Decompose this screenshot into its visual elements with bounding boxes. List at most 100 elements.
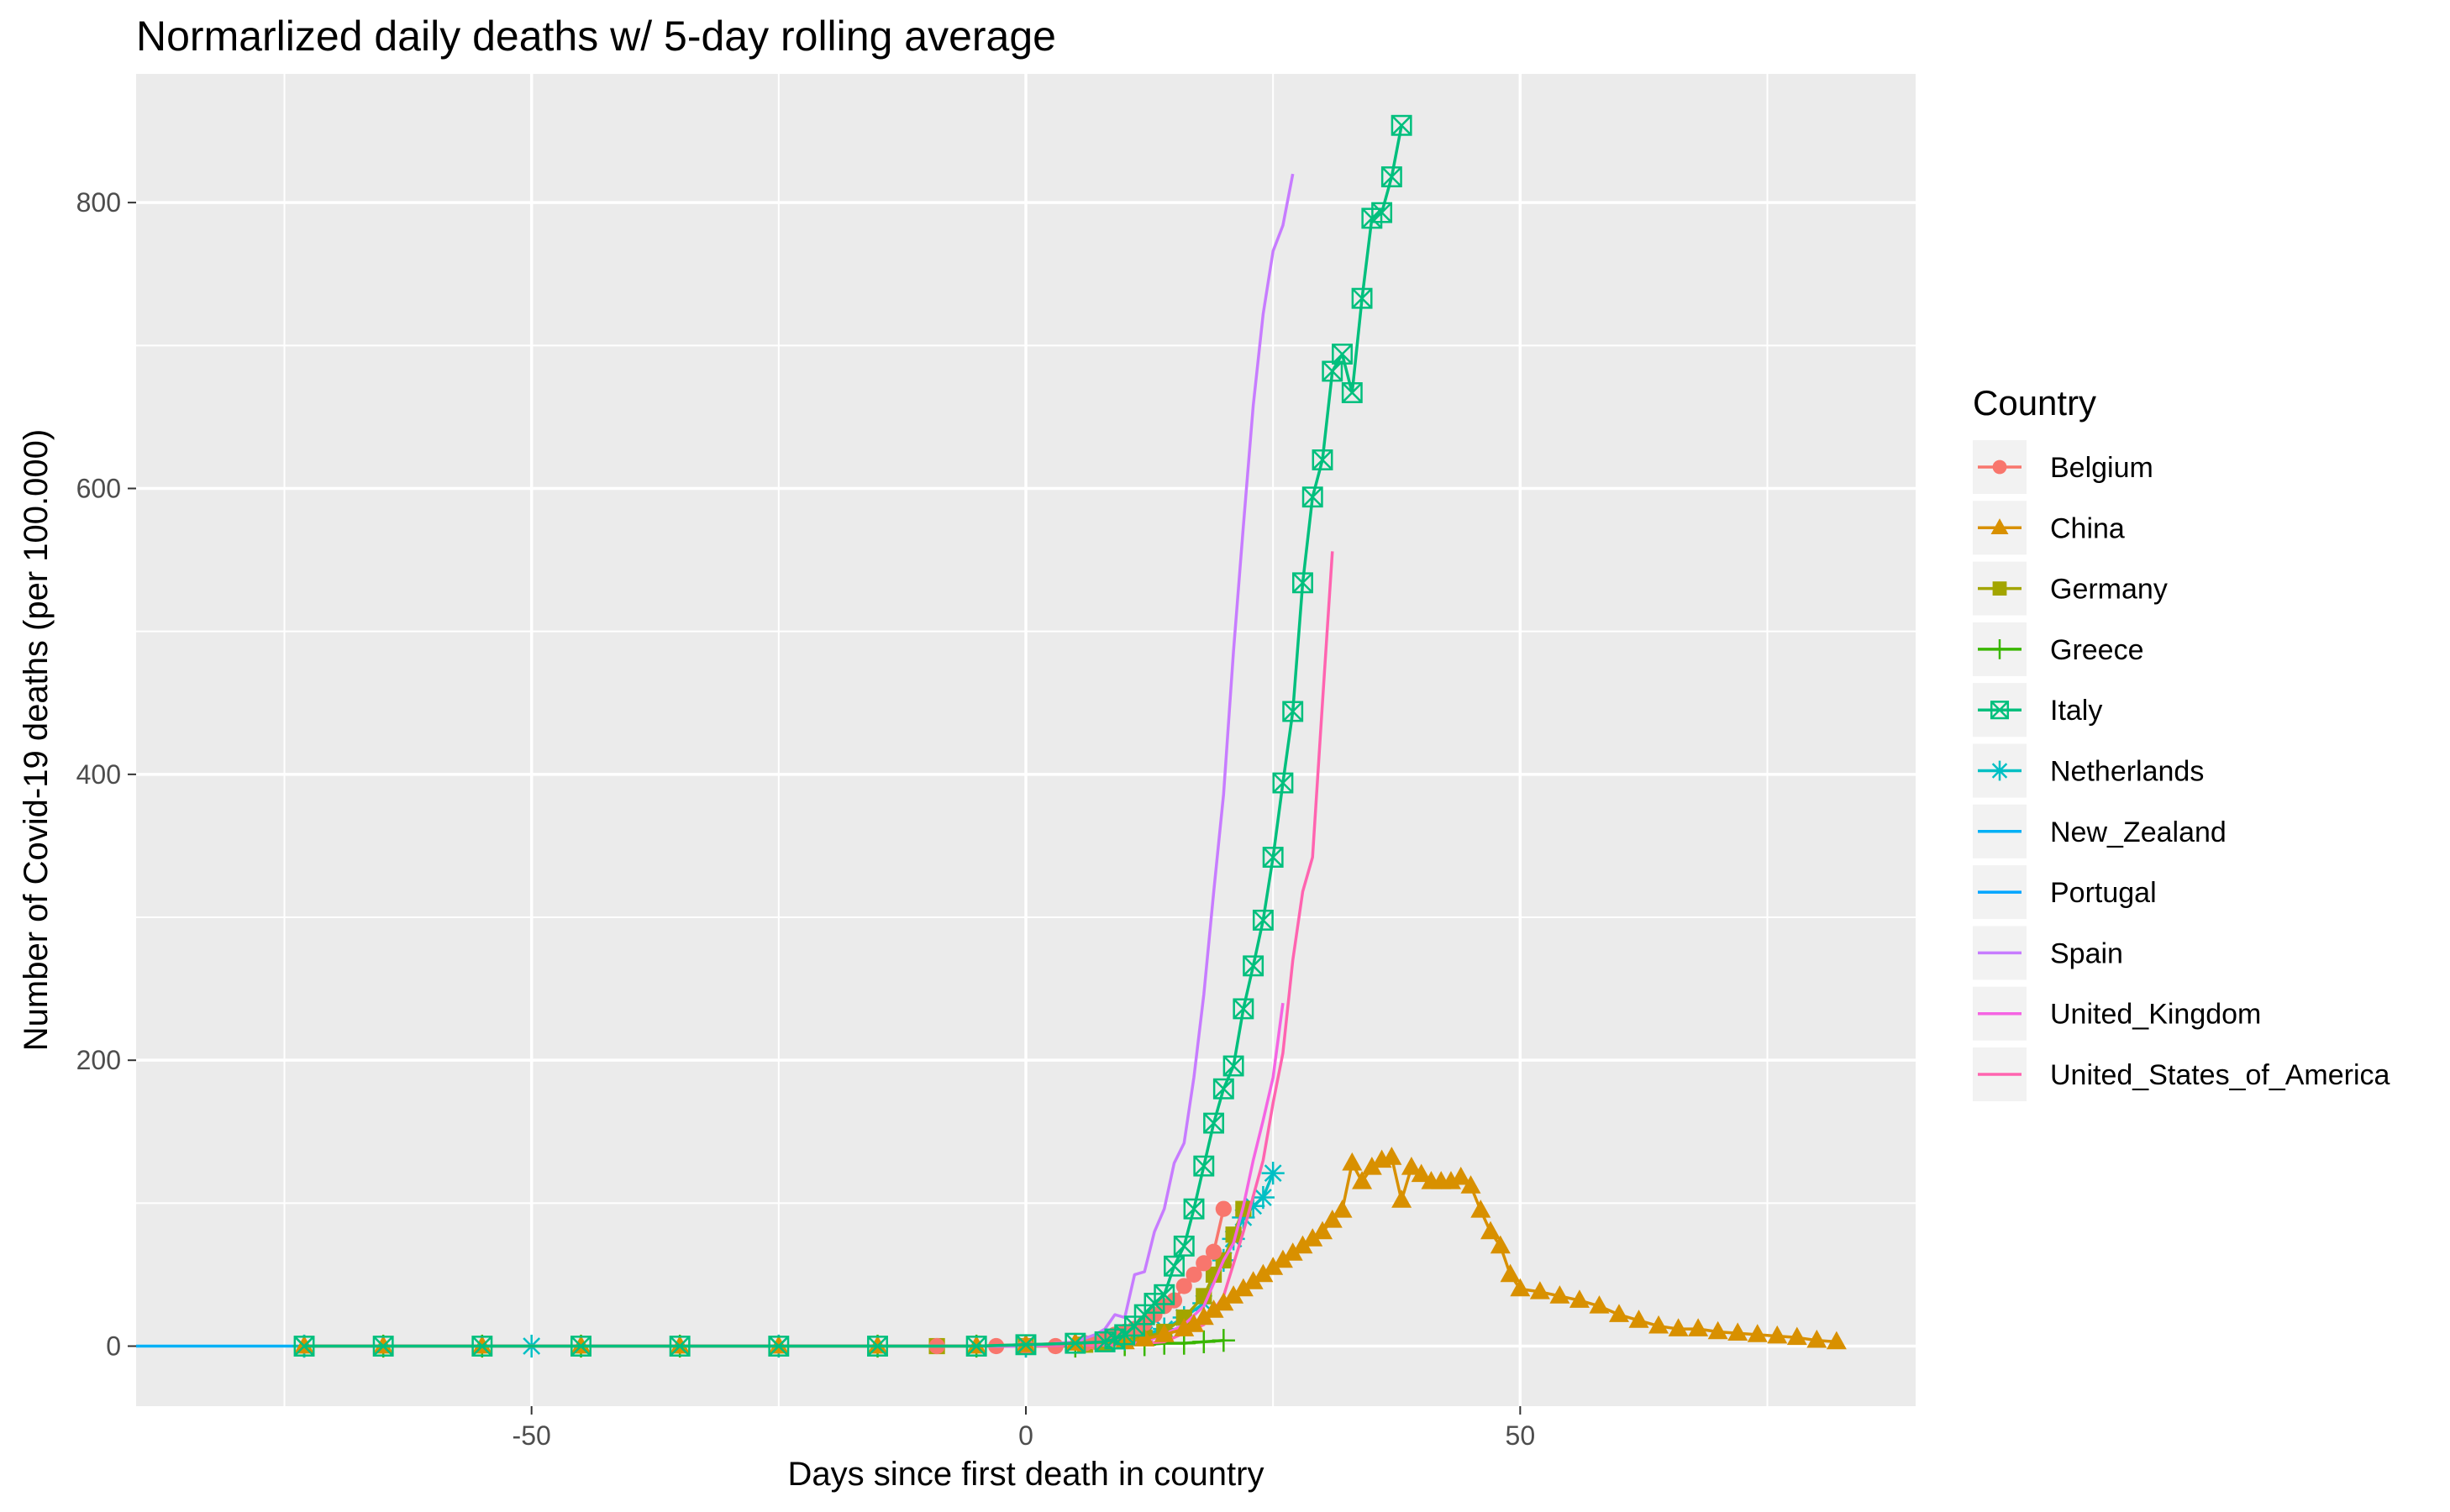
data-point: [1727, 1322, 1748, 1341]
data-point-box: [1193, 1155, 1215, 1177]
legend-label: New_Zealand: [2050, 816, 2227, 848]
legend-item-italy: Italy: [1973, 683, 2102, 738]
data-point: [1322, 1209, 1343, 1228]
data-point-box: [1282, 701, 1304, 722]
data-point-box: [1380, 166, 1402, 187]
data-point-box: [1203, 1112, 1225, 1134]
data-point-stroke: [1264, 1164, 1282, 1183]
data-point-stroke: [768, 1336, 789, 1357]
data-point: [1154, 1324, 1175, 1342]
data-point: [1233, 998, 1254, 1020]
data-point: [768, 1336, 790, 1357]
data-point: [1215, 1200, 1232, 1217]
data-point: [1212, 1329, 1235, 1352]
data-point-box: [1065, 1332, 1086, 1354]
legend-item-united-kingdom: United_Kingdom: [1973, 986, 2261, 1041]
data-point: [1992, 581, 2007, 596]
data-point-stroke: [1203, 1112, 1224, 1134]
data-point: [294, 1335, 315, 1354]
data-point-stroke: [1312, 449, 1333, 470]
data-point-box: [1312, 449, 1333, 470]
data-point: [471, 1335, 492, 1354]
data-point-box: [1183, 1198, 1205, 1220]
data-point-stroke: [1991, 763, 2008, 779]
data-point-box: [1990, 701, 2010, 720]
x-axis: -50 0 50: [513, 1406, 1536, 1451]
data-point: [1203, 1299, 1224, 1318]
data-point: [1391, 1189, 1412, 1208]
data-point-stroke: [1342, 382, 1363, 403]
data-point: [1186, 1266, 1202, 1284]
data-point: [1806, 1329, 1827, 1348]
data-point: [570, 1335, 591, 1354]
data-point: [293, 1336, 315, 1357]
data-point: [1688, 1318, 1709, 1336]
data-point-box: [768, 1336, 790, 1357]
data-point-stroke: [1174, 1236, 1195, 1257]
data-point-box: [1154, 1284, 1175, 1305]
data-point: [1668, 1318, 1689, 1336]
data-point: [1380, 166, 1402, 187]
data-point-box: [1272, 772, 1294, 794]
data-point-stroke: [1183, 1199, 1205, 1220]
data-point: [1371, 202, 1393, 223]
legend-item-portugal: Portugal: [1973, 865, 2157, 920]
y-axis-label: Number of Covid-19 deaths (per 100.000): [18, 429, 55, 1051]
x-axis-label: Days since first death in country: [788, 1456, 1264, 1493]
data-point: [1470, 1200, 1491, 1218]
data-point: [1411, 1163, 1432, 1183]
data-point: [1480, 1221, 1501, 1240]
data-point: [1193, 1306, 1214, 1326]
data-point: [1312, 1221, 1333, 1240]
data-point: [1529, 1281, 1550, 1299]
data-point-stroke: [1302, 486, 1323, 507]
data-point: [1707, 1320, 1728, 1340]
data-point: [1282, 701, 1304, 722]
data-point: [1173, 1235, 1195, 1257]
data-point: [1154, 1284, 1175, 1305]
data-point-stroke: [1213, 1079, 1234, 1100]
data-point-box: [1332, 344, 1353, 365]
data-point: [1015, 1334, 1037, 1356]
y-tick-label: 600: [76, 473, 121, 503]
data-point-box: [1391, 114, 1412, 136]
x-tick-label: 50: [1506, 1420, 1536, 1451]
data-point-stroke: [373, 1336, 394, 1357]
data-point: [1302, 1228, 1323, 1247]
data-point: [1065, 1332, 1086, 1351]
data-point-stroke: [1164, 1256, 1185, 1277]
data-point-stroke: [570, 1336, 591, 1357]
chart-title: Normarlized daily deaths w/ 5-day rollin…: [136, 13, 1056, 60]
data-point: [1990, 701, 2010, 720]
data-point: [1272, 1249, 1293, 1268]
data-point: [1510, 1278, 1531, 1297]
data-point: [1252, 909, 1274, 931]
data-point: [1312, 449, 1333, 470]
data-point: [1233, 1278, 1254, 1297]
data-point-stroke: [1272, 772, 1294, 794]
legend-item-spain: Spain: [1973, 926, 2123, 980]
y-tick-label: 0: [106, 1331, 121, 1362]
data-point: [1196, 1255, 1212, 1272]
legend-item-greece: Greece: [1973, 622, 2144, 676]
data-point-box: [1371, 202, 1393, 223]
data-point-box: [570, 1336, 591, 1357]
data-point-stroke: [1233, 998, 1254, 1020]
data-point: [1212, 1078, 1234, 1100]
data-point: [1352, 1171, 1373, 1189]
data-point: [1401, 1157, 1422, 1175]
legend-label: Spain: [2050, 937, 2123, 969]
data-point-box: [965, 1336, 987, 1357]
data-point: [965, 1336, 987, 1357]
data-point: [372, 1336, 394, 1357]
series-china: [294, 1147, 1847, 1354]
data-point: [1223, 1285, 1244, 1304]
data-point: [1342, 1152, 1363, 1171]
data-point: [1826, 1331, 1847, 1350]
data-point-stroke: [1124, 1315, 1145, 1336]
y-tick-label: 200: [76, 1045, 121, 1075]
data-point: [570, 1336, 591, 1357]
data-point: [867, 1335, 888, 1354]
data-point: [768, 1335, 789, 1354]
